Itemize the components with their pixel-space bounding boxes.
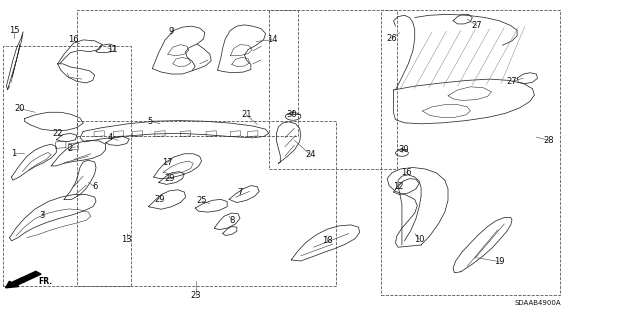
Text: 10: 10 — [414, 235, 424, 244]
Text: 30: 30 — [286, 110, 296, 119]
Text: 1: 1 — [12, 149, 17, 158]
Text: 6: 6 — [92, 182, 97, 191]
Text: 7: 7 — [237, 189, 243, 197]
Text: 23: 23 — [191, 291, 201, 300]
Text: 22: 22 — [52, 130, 63, 138]
Text: 18: 18 — [323, 236, 333, 245]
Text: 11: 11 — [107, 45, 117, 54]
Text: 9: 9 — [169, 27, 174, 36]
Text: 27: 27 — [472, 21, 482, 30]
Text: FR.: FR. — [38, 277, 52, 286]
Text: 14: 14 — [267, 35, 277, 44]
Text: 12: 12 — [393, 182, 403, 191]
Text: 19: 19 — [494, 257, 504, 266]
Text: 16: 16 — [401, 168, 412, 177]
Text: 27: 27 — [507, 77, 517, 86]
Text: 20: 20 — [14, 104, 24, 113]
Text: 2: 2 — [68, 144, 73, 153]
Text: 13: 13 — [122, 235, 132, 244]
Text: 8: 8 — [229, 216, 234, 225]
Text: 21: 21 — [241, 110, 252, 119]
Text: 5: 5 — [148, 117, 153, 126]
Text: 25: 25 — [196, 197, 207, 205]
Text: 30: 30 — [398, 145, 408, 154]
Text: 17: 17 — [163, 158, 173, 167]
FancyArrow shape — [6, 271, 41, 288]
Text: 4: 4 — [108, 133, 113, 142]
Text: 24: 24 — [305, 150, 316, 159]
Text: 3: 3 — [39, 211, 44, 220]
Text: 29: 29 — [155, 195, 165, 204]
Text: 29: 29 — [164, 174, 175, 183]
Text: 16: 16 — [68, 35, 79, 44]
Text: 28: 28 — [544, 136, 554, 145]
Text: 15: 15 — [9, 26, 19, 35]
Text: SDAAB4900A: SDAAB4900A — [515, 300, 561, 306]
Text: 26: 26 — [387, 34, 397, 43]
